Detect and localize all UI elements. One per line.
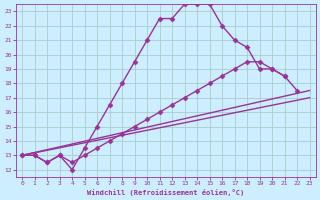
X-axis label: Windchill (Refroidissement éolien,°C): Windchill (Refroidissement éolien,°C) bbox=[87, 189, 244, 196]
